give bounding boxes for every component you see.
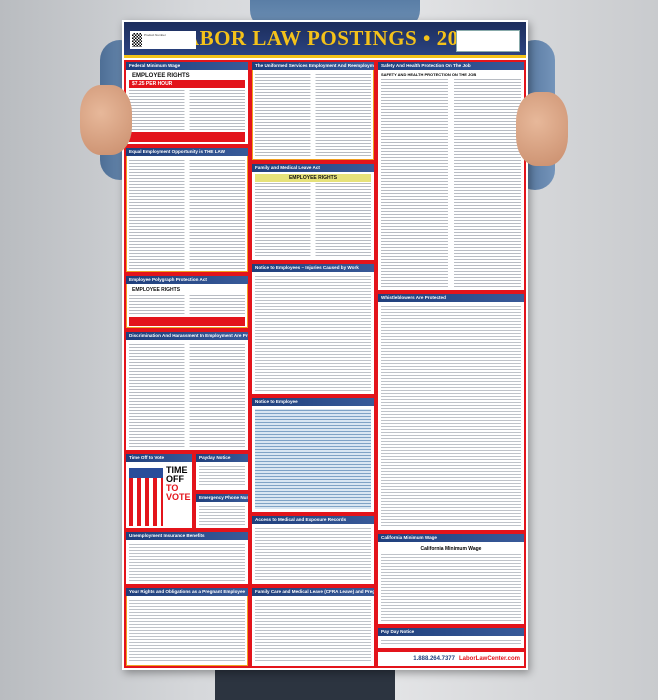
left-hand	[80, 85, 132, 155]
vote-heading: TIME OFF	[166, 465, 188, 484]
section-safety-health: Safety And Health Protection On The Job …	[376, 60, 526, 292]
section-pay-day-notice: Pay Day Notice	[376, 626, 526, 650]
poster-title: LABOR LAW POSTINGS • 2018	[169, 26, 481, 50]
section-title: Notice to Employees – Injuries Caused by…	[252, 264, 374, 272]
footer-logo: LaborLawCenter.com	[458, 656, 520, 662]
section-cfra: Family Care and Medical Leave (CFRA Leav…	[250, 586, 376, 668]
section-emergency-phones: Emergency Phone Numbers	[194, 492, 250, 530]
vote-heading-2: TO VOTE	[166, 483, 191, 502]
right-hand	[516, 92, 568, 166]
section-title: Emergency Phone Numbers	[196, 494, 248, 502]
section-federal-minimum-wage: Federal Minimum Wage EMPLOYEE RIGHTS $7.…	[124, 60, 250, 146]
section-time-off-to-vote: Time Off to Vote TIME OFF TO VOTE	[124, 452, 194, 530]
section-notice-to-employee: Notice to Employee	[250, 396, 376, 514]
section-title: Your Rights and Obligations as a Pregnan…	[126, 588, 248, 596]
section-whistleblowers: Whistleblowers Are Protected	[376, 292, 526, 532]
wage-rate: $7.25 PER HOUR	[129, 80, 245, 88]
section-title: Family Care and Medical Leave (CFRA Leav…	[252, 588, 374, 596]
labor-law-poster: Product Number LABOR LAW POSTINGS • 2018…	[122, 20, 528, 670]
section-title: Time Off to Vote	[126, 454, 192, 462]
section-california-minimum-wage: California Minimum Wage California Minim…	[376, 532, 526, 626]
section-polygraph: Employee Polygraph Protection Act EMPLOY…	[124, 274, 250, 330]
section-access-records: Access to Medical and Exposure Records	[250, 514, 376, 586]
banner: EMPLOYEE RIGHTS	[129, 72, 245, 80]
section-title: California Minimum Wage	[378, 534, 524, 542]
section-discrimination: Discrimination And Harassment In Employm…	[124, 330, 250, 452]
section-title: Discrimination And Harassment In Employm…	[126, 332, 248, 340]
section-title: Family and Medical Leave Act	[252, 164, 374, 172]
section-title: Whistleblowers Are Protected	[378, 294, 524, 302]
section-unemployment: Unemployment Insurance Benefits	[124, 530, 250, 586]
qr-code-label: Product Number	[130, 31, 196, 49]
section-eeo: Equal Employment Opportunity is THE LAW	[124, 146, 250, 274]
edition-badge	[456, 30, 520, 52]
section-title: Employee Polygraph Protection Act	[126, 276, 248, 284]
section-title: Unemployment Insurance Benefits	[126, 532, 248, 540]
section-title: The Uniformed Services Employment And Re…	[252, 62, 374, 70]
section-title: Pay Day Notice	[378, 628, 524, 636]
section-title: Notice to Employee	[252, 398, 374, 406]
ballot-box-icon	[129, 468, 163, 526]
section-payday-notice: Payday Notice	[194, 452, 250, 492]
section-pregnant-employee: Your Rights and Obligations as a Pregnan…	[124, 586, 250, 668]
poster-header: Product Number LABOR LAW POSTINGS • 2018	[124, 22, 526, 58]
banner: EMPLOYEE RIGHTS	[129, 286, 245, 294]
section-fmla: Family and Medical Leave Act EMPLOYEE RI…	[250, 162, 376, 262]
section-title: Equal Employment Opportunity is THE LAW	[126, 148, 248, 156]
section-title: Safety And Health Protection On The Job	[378, 62, 524, 70]
section-injuries: Notice to Employees – Injuries Caused by…	[250, 262, 376, 396]
section-userra: The Uniformed Services Employment And Re…	[250, 60, 376, 162]
banner: EMPLOYEE RIGHTS	[255, 174, 371, 182]
section-title: Access to Medical and Exposure Records	[252, 516, 374, 524]
section-title: Payday Notice	[196, 454, 248, 462]
section-heading: California Minimum Wage	[420, 546, 482, 552]
person-legs	[215, 666, 395, 700]
section-subtitle: SAFETY AND HEALTH PROTECTION ON THE JOB	[381, 72, 477, 77]
poster-footer: 1.888.264.7377 LaborLawCenter.com	[376, 650, 526, 668]
section-title: Federal Minimum Wage	[126, 62, 248, 70]
footer-phone: 1.888.264.7377	[413, 656, 455, 662]
